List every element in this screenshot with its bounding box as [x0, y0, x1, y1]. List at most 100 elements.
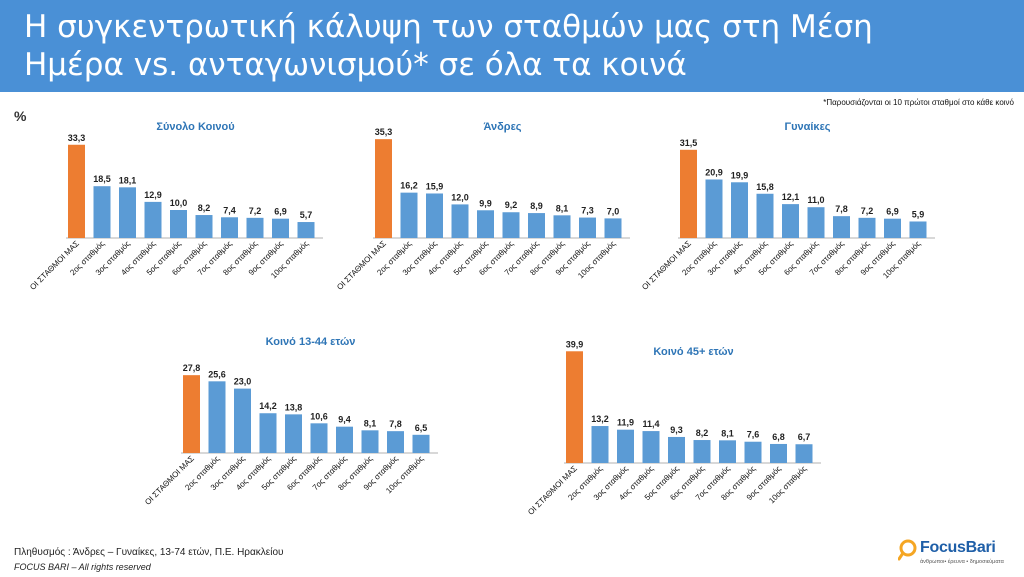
bar-station-9: [884, 218, 901, 238]
data-label: 6,5: [415, 423, 428, 433]
data-label: 13,8: [285, 402, 303, 412]
data-label: 11,4: [642, 419, 659, 429]
bar-station-4: [642, 431, 660, 463]
data-label: 15,8: [756, 182, 774, 192]
data-label: 7,8: [835, 204, 848, 214]
bar-station-4: [756, 193, 774, 238]
data-label: 8,2: [198, 203, 211, 213]
data-label: 5,9: [912, 209, 925, 219]
data-label: 7,8: [389, 419, 402, 429]
bar-station-2: [705, 179, 723, 238]
data-label: 7,2: [861, 206, 874, 216]
data-label: 8,2: [696, 428, 709, 438]
bar-station-10: [297, 222, 315, 238]
bar-station-8: [744, 441, 762, 463]
population-note: Πληθυσμός : Άνδρες – Γυναίκες, 13-74 ετώ…: [14, 547, 284, 558]
bar-station-5: [782, 204, 799, 238]
data-label: 12,9: [144, 190, 162, 200]
data-label: 9,3: [670, 425, 683, 435]
logo-tagline: άνθρωποι• έρευνα • δημοσιεύματα: [920, 559, 1004, 565]
header-banner: Η συγκεντρωτική κάλυψη των σταθμών μας σ…: [0, 0, 1024, 92]
data-label: 7,4: [223, 205, 236, 215]
bar-station-8: [553, 215, 571, 238]
data-label: 31,5: [680, 138, 698, 148]
bar-station-5: [285, 414, 302, 453]
bar-station-10: [909, 221, 927, 238]
bar-our-stations: [68, 144, 85, 238]
bar-station-4: [451, 204, 469, 238]
page-title-line-1: Η συγκεντρωτική κάλυψη των σταθμών μας σ…: [24, 9, 873, 45]
data-label: 12,0: [451, 192, 469, 202]
bar-station-5: [668, 436, 685, 463]
data-label: 11,9: [617, 418, 634, 428]
bar-station-6: [310, 423, 328, 453]
data-label: 23,0: [234, 377, 252, 387]
data-label: 7,0: [607, 206, 620, 216]
data-label: 6,7: [798, 432, 811, 442]
unit-label: %: [14, 108, 27, 124]
data-label: 14,2: [259, 401, 277, 411]
bar-station-9: [770, 443, 787, 463]
data-label: 33,3: [68, 133, 86, 143]
bar-station-3: [731, 182, 748, 238]
data-label: 27,8: [183, 363, 201, 373]
bar-station-6: [502, 212, 520, 238]
bar-station-3: [617, 429, 634, 463]
data-label: 12,1: [782, 192, 800, 202]
data-label: 25,6: [208, 369, 226, 379]
bar-station-9: [387, 431, 404, 453]
data-label: 5,7: [300, 210, 313, 220]
data-label: 9,9: [479, 198, 492, 208]
data-label: 8,1: [364, 418, 377, 428]
bar-station-2: [93, 186, 111, 238]
bar-station-4: [259, 413, 277, 453]
bar-station-6: [693, 440, 711, 463]
chart-title: Κοινό 45+ ετών: [653, 346, 733, 358]
bar-our-stations: [183, 375, 200, 453]
bar-station-10: [412, 434, 430, 453]
data-label: 10,6: [310, 411, 328, 421]
magnifier-icon: [898, 539, 917, 561]
data-label: 20,9: [705, 167, 723, 177]
data-label: 18,1: [119, 175, 137, 185]
bar-station-10: [604, 218, 622, 238]
data-label: 6,9: [886, 207, 899, 217]
chart-title: Σύνολο Κοινού: [156, 121, 234, 133]
data-label: 6,8: [772, 432, 785, 442]
data-label: 7,2: [249, 206, 262, 216]
data-label: 35,3: [375, 127, 393, 137]
data-label: 15,9: [426, 181, 444, 191]
data-label: 7,3: [581, 206, 594, 216]
footnote-top: *Παρουσιάζονται οι 10 πρώτοι σταθμοί στο…: [823, 98, 1014, 107]
bar-station-2: [400, 192, 418, 238]
data-label: 8,1: [556, 203, 569, 213]
bar-station-2: [208, 381, 226, 453]
data-label: 11,0: [807, 195, 824, 205]
bar-station-8: [361, 430, 379, 453]
bar-station-3: [234, 388, 251, 453]
data-label: 39,9: [566, 339, 584, 349]
bar-station-6: [195, 215, 213, 238]
data-label: 13,2: [591, 414, 609, 424]
bar-station-2: [591, 426, 609, 463]
data-label: 7,6: [747, 430, 760, 440]
bar-station-7: [221, 217, 238, 238]
bar-station-7: [336, 426, 353, 453]
bar-station-5: [170, 210, 187, 238]
data-label: 10,0: [170, 198, 188, 208]
bar-station-7: [528, 213, 545, 238]
chart-title: Γυναίκες: [784, 121, 830, 133]
data-label: 16,2: [400, 181, 418, 191]
data-label: 19,9: [731, 170, 749, 180]
bar-station-10: [795, 444, 813, 463]
data-label: 8,9: [530, 201, 543, 211]
bar-station-4: [144, 201, 162, 238]
bar-our-stations: [375, 139, 392, 238]
bar-station-7: [719, 440, 736, 463]
copyright-note: FOCUS BARI – All rights reserved: [14, 562, 151, 572]
page-title: Η συγκεντρωτική κάλυψη των σταθμών μας σ…: [24, 8, 1004, 84]
